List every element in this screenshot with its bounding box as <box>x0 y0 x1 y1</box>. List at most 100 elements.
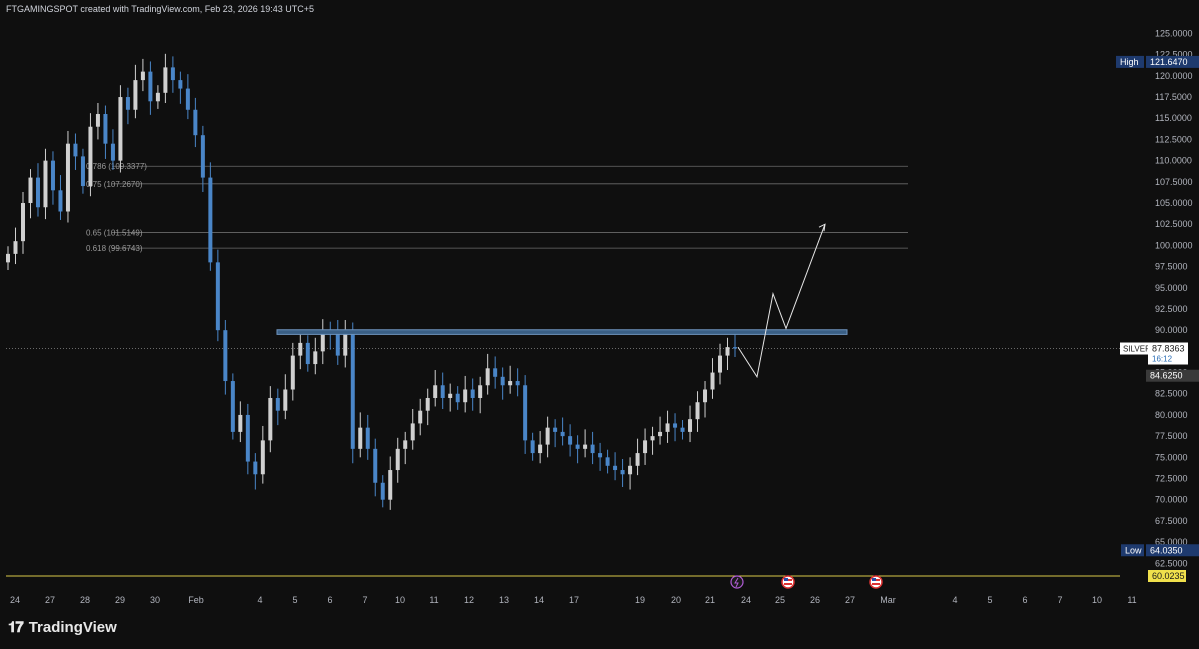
last-price-value: 87.8363 <box>1152 344 1185 354</box>
candle-body <box>230 381 235 432</box>
candle-body <box>590 444 595 454</box>
candle-body <box>553 427 558 432</box>
candle-body <box>350 331 355 449</box>
candle-body <box>208 177 213 263</box>
candle-body <box>440 385 445 398</box>
y-tick-label: 125.0000 <box>1155 28 1193 38</box>
projection-path <box>737 224 826 379</box>
x-tick-label: 4 <box>257 595 262 605</box>
candle-body <box>508 381 513 386</box>
candle-body <box>433 385 438 398</box>
candle-body <box>485 368 490 386</box>
candle-body <box>560 431 565 437</box>
candle-body <box>703 389 708 403</box>
high-price-badge-label: High <box>1120 57 1139 67</box>
candle-body <box>118 97 123 161</box>
candle-body <box>140 71 145 81</box>
x-tick-label: 11 <box>429 595 438 605</box>
candle-body <box>448 393 453 398</box>
candle-body <box>290 355 295 390</box>
x-tick-label: 7 <box>362 595 367 605</box>
candle-body <box>223 330 228 382</box>
candle-body <box>13 241 18 254</box>
us-flag-event-icon[interactable] <box>781 575 795 589</box>
candle-body <box>125 97 130 110</box>
candle-body <box>58 190 63 212</box>
candle-body <box>88 126 93 187</box>
us-flag-circle <box>781 575 795 589</box>
y-tick-label: 102.5000 <box>1155 219 1193 229</box>
level-price-badge: 84.6250 <box>1146 369 1199 382</box>
us-flag-circle <box>869 575 883 589</box>
x-tick-label: 11 <box>1127 595 1136 605</box>
candle-body <box>478 385 483 398</box>
candle-body <box>163 67 168 93</box>
candle-body <box>133 80 138 110</box>
candle-body <box>365 427 370 449</box>
x-tick-label: 29 <box>115 595 125 605</box>
candle-body <box>493 368 498 377</box>
candle-body <box>305 342 310 365</box>
candle-body <box>583 444 588 449</box>
y-tick-label: 82.5000 <box>1155 389 1188 399</box>
candle-body <box>620 470 625 475</box>
candle-body <box>95 114 100 127</box>
candle-body <box>155 92 160 102</box>
y-tick-label: 95.0000 <box>1155 283 1188 293</box>
candle-body <box>80 156 85 187</box>
us-flag-event-icon[interactable] <box>869 575 883 589</box>
candle-body <box>500 376 505 386</box>
high-price-badge-label-bg <box>1116 55 1144 68</box>
x-tick-label: 28 <box>80 595 90 605</box>
x-tick-label: 12 <box>464 595 474 605</box>
candle-body <box>658 431 663 437</box>
candle-body <box>313 351 318 365</box>
candle-body <box>680 427 685 432</box>
price-badges: High 121.6470 Low 64.0350 84.6250 SILVER 87.83… <box>1116 55 1199 582</box>
candle-body <box>215 262 220 331</box>
last-price-value-bg <box>1148 342 1188 365</box>
candle-body <box>193 109 198 136</box>
lightning-bolt <box>734 577 739 588</box>
candle-body <box>718 355 723 373</box>
candle-body <box>178 80 183 89</box>
x-tick-label: 5 <box>292 595 297 605</box>
candle-body <box>538 444 543 454</box>
candle-body <box>268 397 273 441</box>
fibonacci-levels: 0.786 (109.3377) 0.75 (107.2670) 0.65 (101… <box>86 162 908 253</box>
low-price-badge-label: Low <box>1125 545 1142 555</box>
x-tick-label: 24 <box>741 595 751 605</box>
brand-name: TradingView <box>28 619 117 636</box>
candle-body <box>28 177 33 204</box>
us-flag-canton <box>872 578 876 581</box>
candle-body <box>418 410 423 424</box>
us-flag-stripe <box>784 583 792 585</box>
low-price-badge-value-bg <box>1146 544 1199 557</box>
x-tick-label: 26 <box>810 595 820 605</box>
candle-body <box>185 88 190 110</box>
tradingview-brand[interactable]: 𝟏𝟕 TradingView <box>8 619 117 636</box>
candle-body <box>643 440 648 454</box>
y-tick-label: 107.5000 <box>1155 177 1193 187</box>
candle-body <box>335 334 340 356</box>
x-axis: 24 27 28 29 30 Feb 4 5 6 7 10 11 12 13 14 17 19 20 21 24 25 2… <box>10 595 1137 605</box>
y-tick-label: 117.5000 <box>1155 92 1192 102</box>
candle-body <box>568 436 573 445</box>
x-tick-label: 4 <box>952 595 957 605</box>
candle-body <box>253 461 258 475</box>
candle-body <box>388 470 393 500</box>
candle-body <box>373 448 378 483</box>
lightning-event-icon[interactable] <box>730 575 744 589</box>
x-tick-label: 14 <box>534 595 544 605</box>
y-tick-label: 97.5000 <box>1155 262 1188 272</box>
bar-countdown: 16:12 <box>1152 355 1173 364</box>
candle-body <box>403 440 408 449</box>
us-flag-stripe <box>872 583 880 585</box>
lightning-event-circle <box>730 575 744 589</box>
candle-body <box>358 427 363 449</box>
chart-attribution: FTGAMINGSPOT created with TradingView.co… <box>6 4 315 14</box>
x-tick-label: 20 <box>671 595 681 605</box>
candle-body <box>298 342 303 356</box>
fib-level-label: 0.75 (107.2670) <box>86 180 143 189</box>
